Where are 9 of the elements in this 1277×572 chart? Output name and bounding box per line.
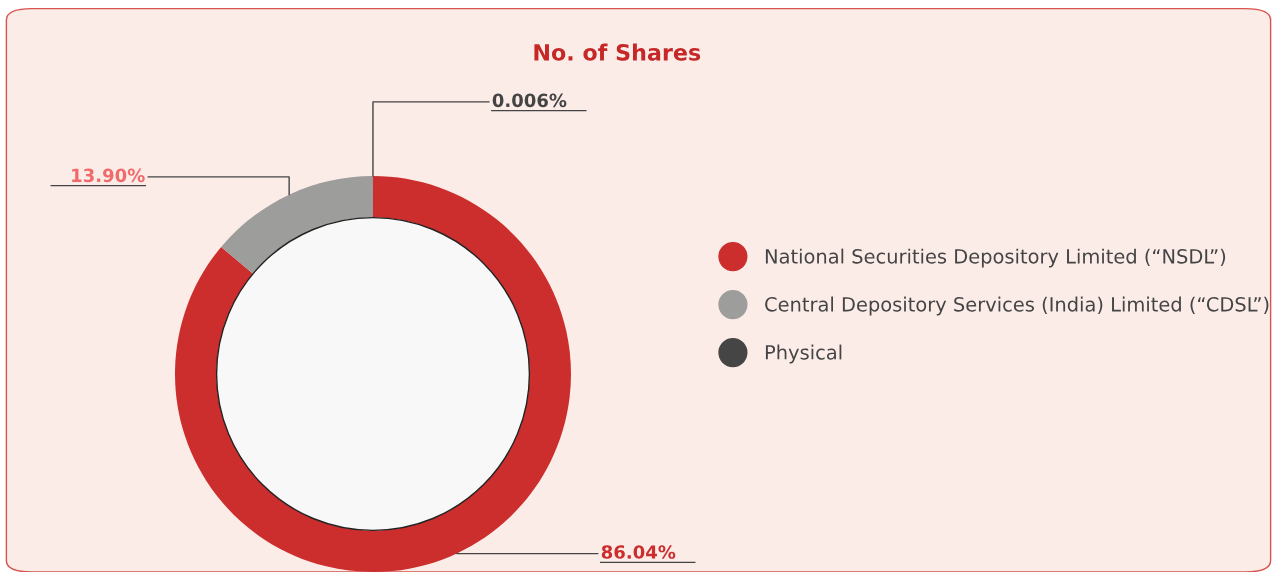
legend-label: Central Depository Services (India) Limited (“CDSL”) bbox=[765, 296, 1269, 316]
data-label: 86.04% bbox=[601, 545, 676, 559]
data-label: 13.90% bbox=[72, 168, 145, 183]
chart-title: No. of Shares bbox=[534, 43, 701, 61]
data-label: 0.006% bbox=[492, 93, 567, 108]
donut-slice bbox=[175, 176, 571, 572]
legend-label: Physical bbox=[765, 344, 842, 364]
donut-slice bbox=[221, 176, 373, 274]
legend-label: National Securities Depository Limited (“NSDL”) bbox=[765, 248, 1226, 268]
